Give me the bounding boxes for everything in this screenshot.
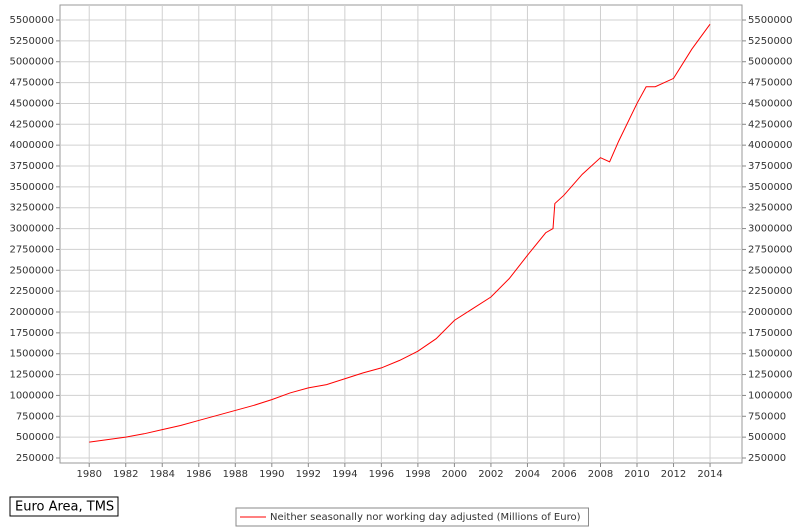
plot-area [59, 4, 743, 464]
x-tick-label: 1990 [259, 469, 284, 480]
y2-tick-label: 1250000 [748, 370, 793, 381]
y-tick-label: 4750000 [9, 78, 54, 89]
y2-tick-label: 3750000 [748, 161, 793, 172]
series-line [89, 23, 711, 443]
y2-tick-label: 2000000 [748, 307, 793, 318]
y2-tick-label: 2750000 [748, 244, 793, 255]
y-tick-label: 4000000 [9, 140, 54, 151]
y2-tick-label: 750000 [748, 411, 786, 422]
y2-tick-label: 250000 [748, 453, 786, 464]
y2-tick-label: 3000000 [748, 224, 793, 235]
title-box [9, 496, 119, 517]
y2-tick-label: 3500000 [748, 182, 793, 193]
y2-tick-label: 5250000 [748, 36, 793, 47]
x-tick-label: 1984 [150, 469, 175, 480]
x-tick-label: 2000 [442, 469, 467, 480]
x-tick-label: 1986 [186, 469, 211, 480]
x-tick-label: 2002 [478, 469, 503, 480]
y-tick-label: 3250000 [9, 203, 54, 214]
grid [60, 5, 742, 463]
y-tick-label: 3750000 [9, 161, 54, 172]
y2-tick-label: 500000 [748, 432, 786, 443]
y-tick-label: 4500000 [9, 98, 54, 109]
y2-tick-label: 1000000 [748, 390, 793, 401]
legend: Neither seasonally nor working day adjus… [235, 507, 589, 527]
x-tick-label: 2010 [624, 469, 649, 480]
y2-tick-label: 2250000 [748, 286, 793, 297]
y-tick-label: 1250000 [9, 370, 54, 381]
x-tick-label: 2004 [515, 469, 540, 480]
y2-tick-label: 1500000 [748, 349, 793, 360]
y-tick-label: 2000000 [9, 307, 54, 318]
x-tick-label: 2014 [697, 469, 722, 480]
y2-tick-label: 3250000 [748, 203, 793, 214]
y-tick-label: 2500000 [9, 265, 54, 276]
x-tick-label: 1998 [405, 469, 430, 480]
y-tick-label: 750000 [16, 411, 54, 422]
y2-tick-label: 5000000 [748, 57, 793, 68]
legend-box [235, 507, 589, 527]
y2-tick-label: 4750000 [748, 78, 793, 89]
y2-tick-label: 4250000 [748, 119, 793, 130]
y-tick-label: 250000 [16, 453, 54, 464]
x-tick-label: 2012 [661, 469, 686, 480]
y-tick-label: 500000 [16, 432, 54, 443]
y2-tick-label: 4500000 [748, 98, 793, 109]
x-tick-label: 1994 [332, 469, 357, 480]
x-tick-label: 1996 [369, 469, 394, 480]
y-tick-label: 3000000 [9, 224, 54, 235]
x-tick-label: 1982 [113, 469, 138, 480]
y-tick-label: 5250000 [9, 36, 54, 47]
y2-tick-label: 4000000 [748, 140, 793, 151]
x-tick-label: 2008 [588, 469, 613, 480]
y-tick-label: 4250000 [9, 119, 54, 130]
y-tick-label: 3500000 [9, 182, 54, 193]
y-tick-label: 1500000 [9, 349, 54, 360]
y-tick-label: 1750000 [9, 328, 54, 339]
x-tick-label: 2006 [551, 469, 576, 480]
y-tick-label: 2250000 [9, 286, 54, 297]
y-tick-label: 5500000 [9, 15, 54, 26]
y-tick-label: 1000000 [9, 390, 54, 401]
x-tick-label: 1992 [296, 469, 321, 480]
y-tick-label: 5000000 [9, 57, 54, 68]
y2-tick-label: 5500000 [748, 15, 793, 26]
x-tick-label: 1988 [223, 469, 248, 480]
chart-title: Euro Area, TMS [15, 500, 114, 515]
y2-tick-label: 1750000 [748, 328, 793, 339]
y-tick-label: 2750000 [9, 244, 54, 255]
legend-label: Neither seasonally nor working day adjus… [270, 512, 581, 523]
x-tick-label: 1980 [76, 469, 101, 480]
y2-tick-label: 2500000 [748, 265, 793, 276]
